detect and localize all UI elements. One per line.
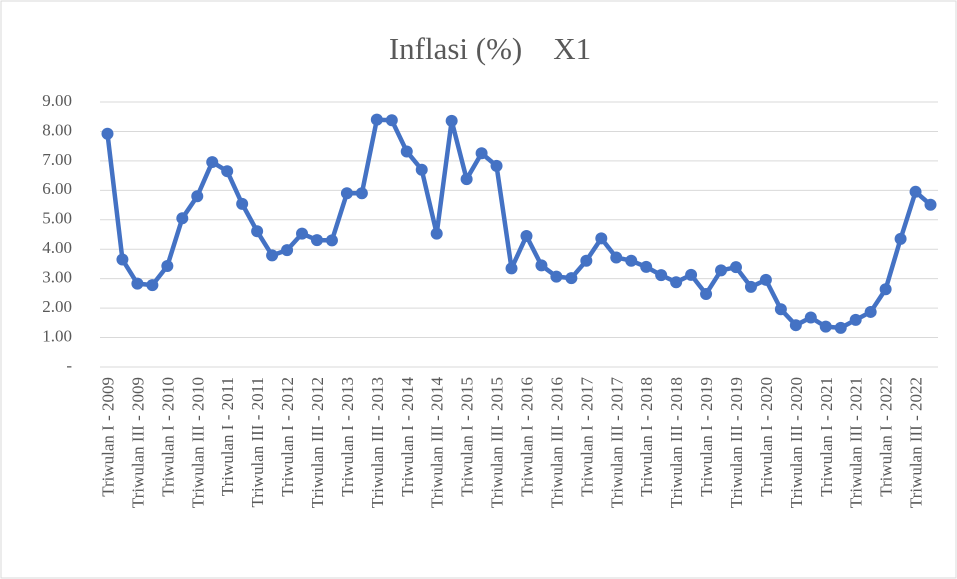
x-tick-label: Triwulan III - 2014 xyxy=(428,377,447,509)
data-point xyxy=(819,320,832,333)
data-point xyxy=(864,305,877,318)
data-point xyxy=(789,319,802,332)
data-point xyxy=(415,163,428,176)
data-point xyxy=(879,283,892,296)
x-tick-label: Triwulan I - 2016 xyxy=(517,377,536,497)
data-point xyxy=(236,197,249,210)
data-point xyxy=(774,303,787,316)
y-tick-label: 1.00 xyxy=(42,326,72,345)
x-tick-label: Triwulan III - 2021 xyxy=(847,377,866,508)
x-tick-label: Triwulan I - 2015 xyxy=(458,377,477,497)
y-tick-label: 5.00 xyxy=(42,209,72,228)
data-point xyxy=(251,225,264,238)
x-tick-label: Triwulan I - 2010 xyxy=(158,377,177,497)
data-point xyxy=(700,287,713,300)
chart-title: Inflasi (%) X1 xyxy=(389,31,591,66)
data-point xyxy=(460,173,473,186)
x-tick-label: Triwulan I - 2022 xyxy=(877,377,896,497)
data-point xyxy=(131,277,144,290)
x-tick-label: Triwulan III - 2022 xyxy=(907,377,926,508)
data-point xyxy=(430,227,443,240)
data-point xyxy=(281,244,294,257)
data-point xyxy=(909,185,922,198)
data-point xyxy=(475,147,488,160)
data-point xyxy=(370,113,383,126)
data-point xyxy=(670,276,683,289)
data-point xyxy=(101,127,114,140)
data-point xyxy=(146,279,159,292)
x-tick-label: Triwulan I - 2021 xyxy=(817,377,836,497)
data-point xyxy=(655,269,668,282)
data-point xyxy=(595,232,608,245)
x-tick-label: Triwulan III - 2018 xyxy=(667,377,686,508)
data-point xyxy=(804,311,817,324)
x-tick-label: Triwulan I - 2009 xyxy=(98,377,117,497)
data-point xyxy=(849,313,862,326)
data-point xyxy=(610,251,623,264)
data-point xyxy=(266,249,279,262)
x-tick-label: Triwulan III - 2017 xyxy=(607,377,626,509)
data-point xyxy=(640,260,653,273)
data-point xyxy=(325,234,338,247)
y-tick-label: 4.00 xyxy=(42,238,72,257)
y-tick-label: 3.00 xyxy=(42,268,72,287)
data-point xyxy=(685,268,698,281)
x-tick-label: Triwulan III - 2015 xyxy=(488,377,507,508)
x-tick-label: Triwulan I - 2019 xyxy=(697,377,716,497)
data-point xyxy=(385,114,398,127)
data-point xyxy=(520,229,533,242)
data-point xyxy=(221,165,234,178)
x-tick-label: Triwulan III - 2016 xyxy=(547,377,566,508)
data-point xyxy=(565,272,578,285)
y-tick-label: 6.00 xyxy=(42,179,72,198)
data-point xyxy=(340,187,353,200)
x-tick-label: Triwulan III - 2019 xyxy=(727,377,746,508)
data-point xyxy=(490,159,503,172)
data-point xyxy=(715,264,728,277)
y-tick-label: - xyxy=(66,356,72,375)
data-point xyxy=(310,234,323,247)
data-point xyxy=(729,261,742,274)
data-point xyxy=(924,198,937,211)
data-point xyxy=(296,227,309,240)
data-point xyxy=(744,280,757,293)
x-tick-label: Triwulan III - 2020 xyxy=(787,377,806,508)
data-point xyxy=(191,190,204,203)
data-point xyxy=(355,187,368,200)
x-tick-label: Triwulan I - 2012 xyxy=(278,377,297,497)
data-point xyxy=(535,259,548,272)
x-tick-label: Triwulan III - 2011 xyxy=(248,377,267,507)
data-point xyxy=(580,254,593,267)
x-tick-label: Triwulan III - 2013 xyxy=(368,377,387,508)
x-tick-label: Triwulan III - 2009 xyxy=(128,377,147,508)
data-point xyxy=(400,145,413,158)
data-point xyxy=(445,114,458,127)
y-tick-label: 2.00 xyxy=(42,297,72,316)
x-tick-label: Triwulan I - 2011 xyxy=(218,377,237,496)
x-tick-label: Triwulan III - 2012 xyxy=(308,377,327,508)
x-tick-label: Triwulan I - 2013 xyxy=(338,377,357,497)
data-point xyxy=(116,253,129,266)
y-tick-label: 7.00 xyxy=(42,150,72,169)
data-point xyxy=(206,156,219,169)
data-point xyxy=(759,273,772,286)
x-tick-label: Triwulan III - 2010 xyxy=(188,377,207,508)
y-tick-label: 9.00 xyxy=(42,91,72,110)
x-tick-label: Triwulan I - 2018 xyxy=(637,377,656,497)
data-point xyxy=(161,260,174,273)
x-tick-label: Triwulan I - 2014 xyxy=(398,377,417,497)
data-point xyxy=(834,321,847,334)
data-point xyxy=(625,254,638,267)
x-tick-label: Triwulan I - 2017 xyxy=(577,377,596,497)
y-tick-label: 8.00 xyxy=(42,120,72,139)
data-point xyxy=(505,262,518,275)
data-point xyxy=(550,270,563,283)
x-tick-label: Triwulan I - 2020 xyxy=(757,377,776,497)
data-point xyxy=(176,212,189,225)
data-point xyxy=(894,232,907,245)
